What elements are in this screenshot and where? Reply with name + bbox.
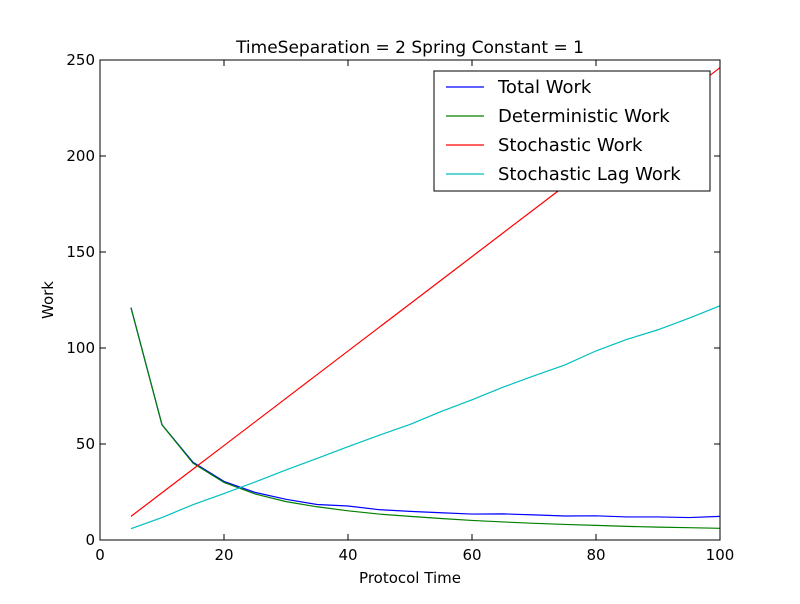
y-tick-label: 0 <box>85 531 95 549</box>
x-tick-label: 80 <box>586 546 605 564</box>
y-tick-label: 150 <box>66 243 95 261</box>
legend-label-1: Deterministic Work <box>498 106 670 127</box>
x-tick-label: 60 <box>462 546 481 564</box>
y-tick-label: 250 <box>66 51 95 69</box>
legend-label-0: Total Work <box>497 77 592 98</box>
x-tick-label: 40 <box>338 546 357 564</box>
series-line-1 <box>130 307 721 529</box>
legend-label-2: Stochastic Work <box>498 135 643 156</box>
x-tick-label: 0 <box>95 546 105 564</box>
chart-title: TimeSeparation = 2 Spring Constant = 1 <box>235 38 584 58</box>
ticks-layer: 0 20 40 60 80 100 0 50 100 150 200 250 <box>66 51 734 564</box>
series-line-0 <box>130 307 721 519</box>
plot-frame <box>99 59 721 541</box>
legend-label-3: Stochastic Lag Work <box>498 164 681 185</box>
legend: Total Work Deterministic Work Stochastic W… <box>433 70 711 192</box>
x-tick-label: 20 <box>214 546 233 564</box>
y-tick-label: 50 <box>76 435 95 453</box>
y-tick-label: 100 <box>66 339 95 357</box>
legend-box <box>433 70 711 192</box>
series-line-3 <box>130 305 721 530</box>
legend-items: Total Work Deterministic Work Stochastic W… <box>446 77 681 185</box>
y-axis-label: Work <box>39 281 57 319</box>
x-tick-label: 100 <box>706 546 735 564</box>
y-tick-label: 200 <box>66 147 95 165</box>
x-axis-label: Protocol Time <box>359 569 461 587</box>
